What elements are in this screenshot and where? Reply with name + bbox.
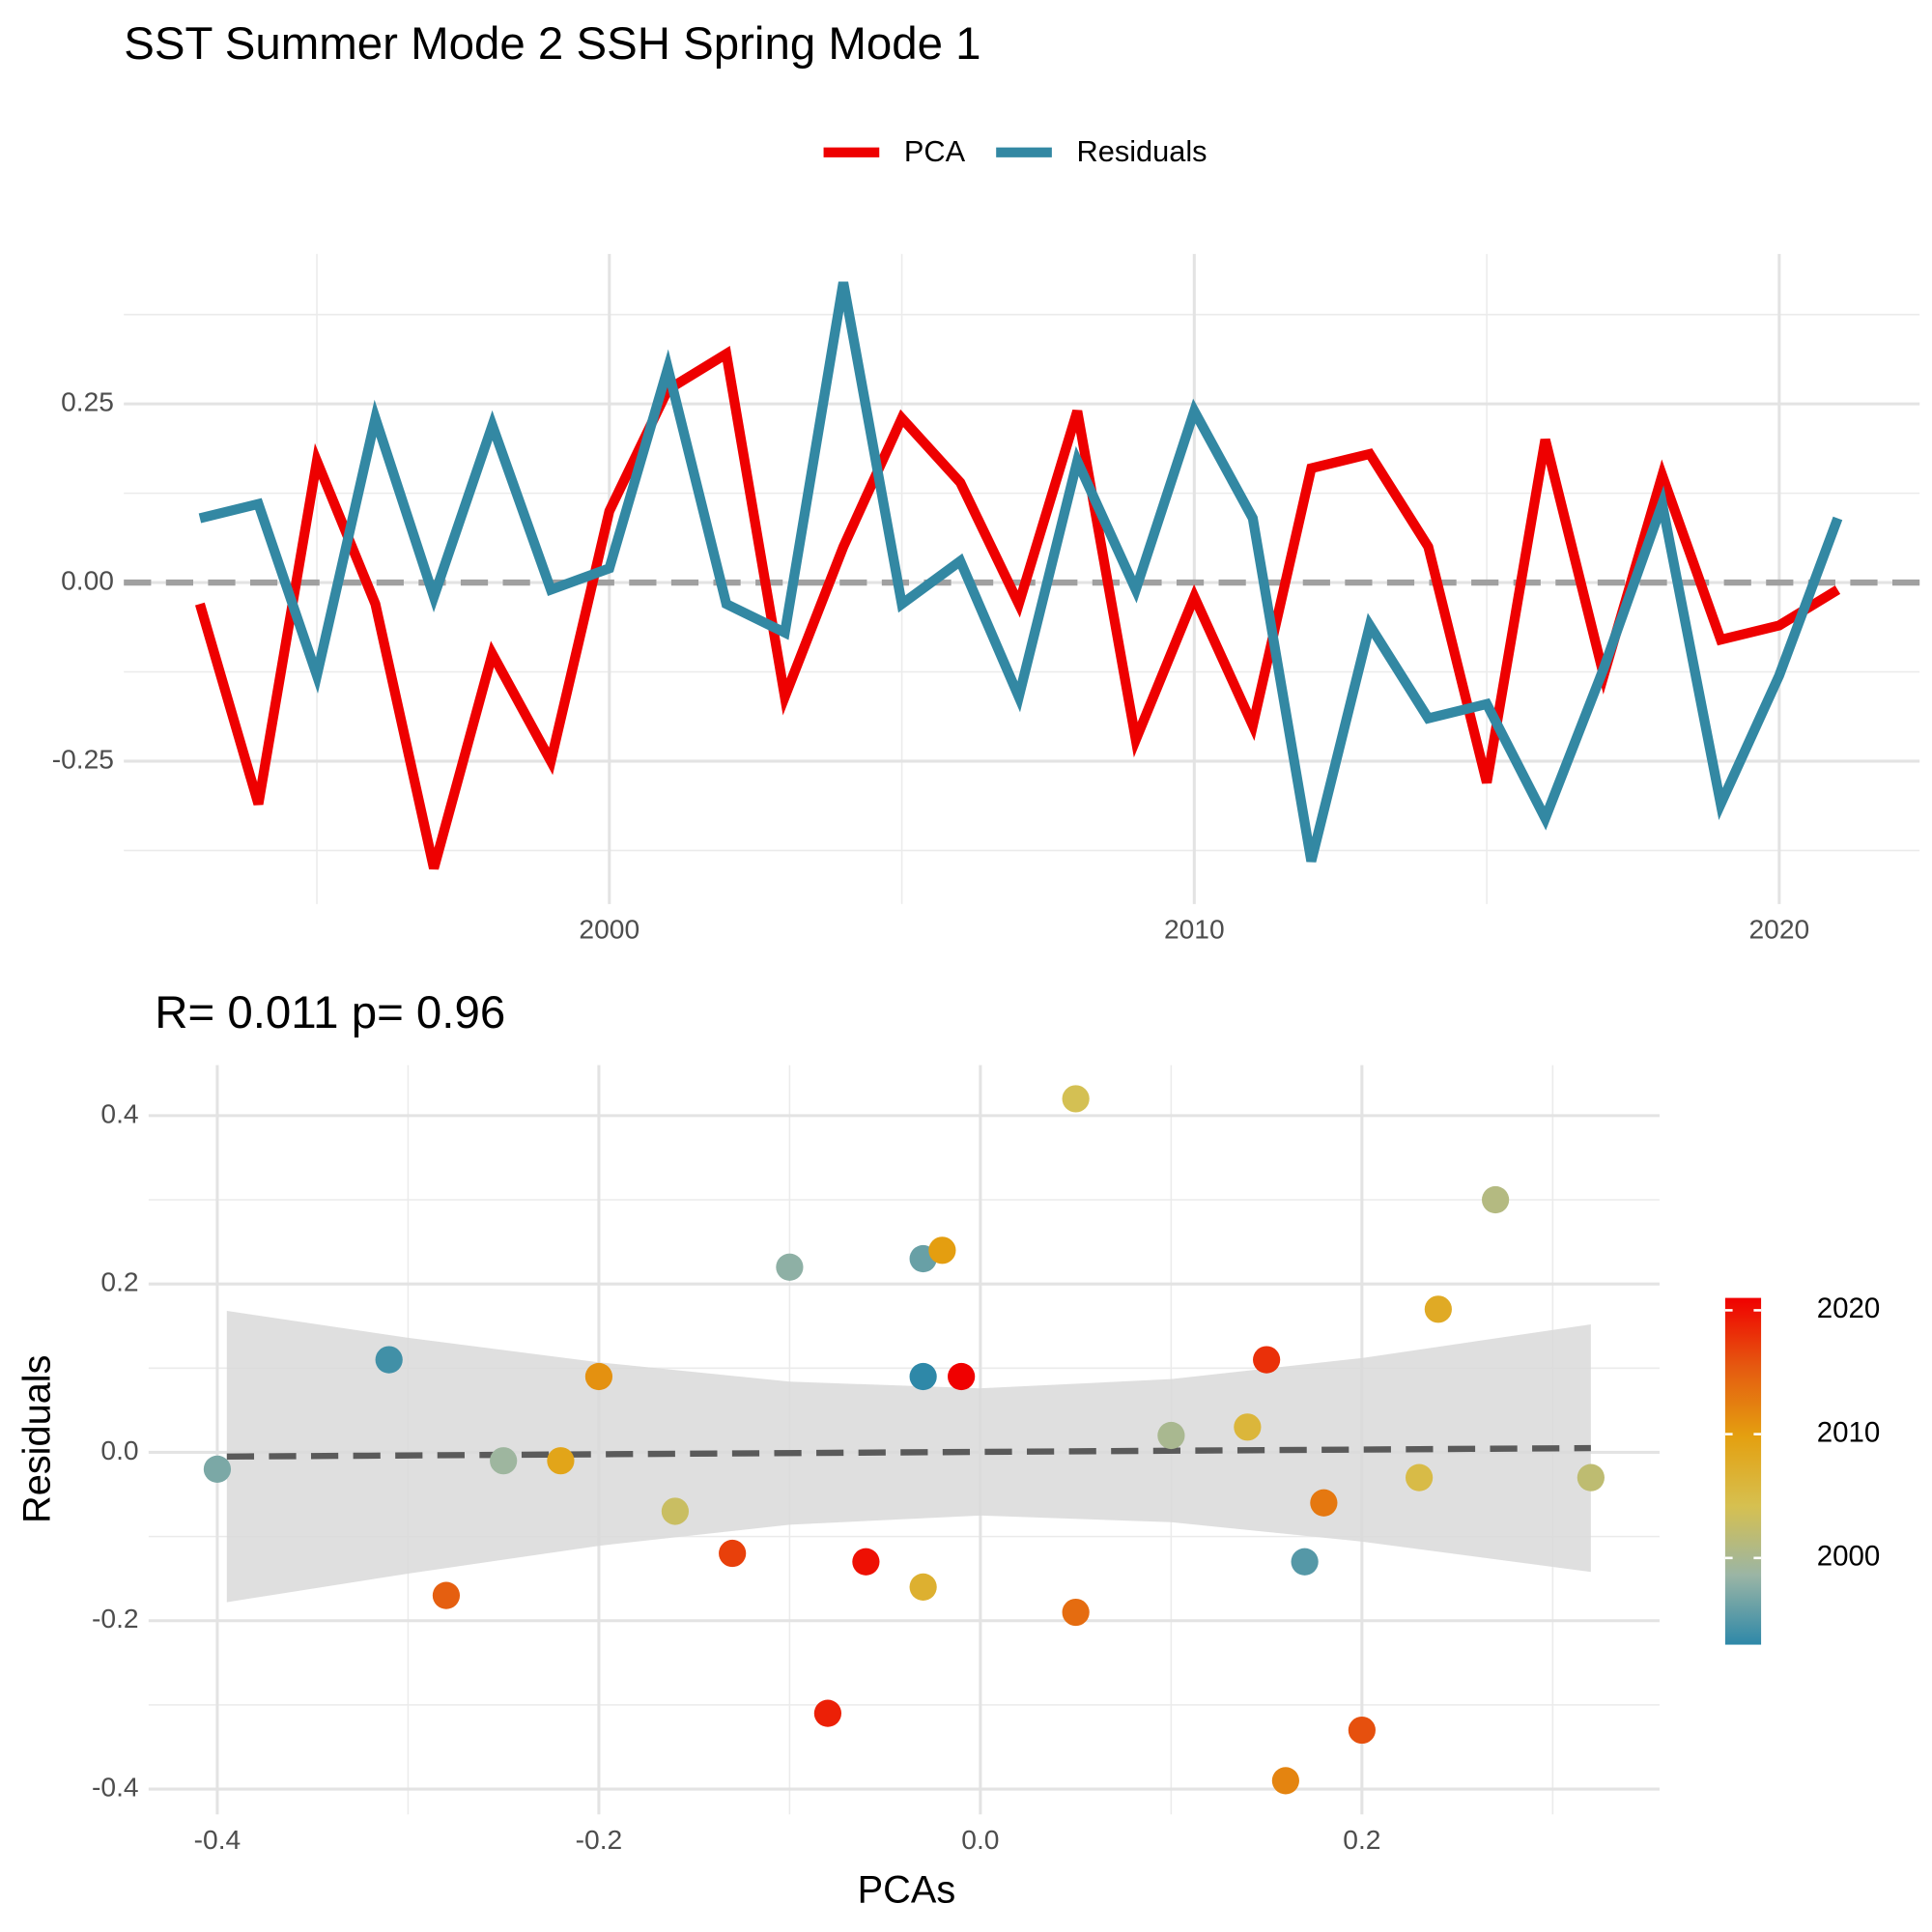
- scatter-point: [1062, 1598, 1090, 1627]
- scatter-point: [909, 1362, 937, 1391]
- y-tick-label: 0.2: [100, 1266, 138, 1297]
- scatter-point: [813, 1699, 842, 1727]
- colorbar: [1724, 1297, 1762, 1645]
- scatter-point: [852, 1548, 880, 1576]
- scatter-point: [1271, 1767, 1299, 1795]
- scatter-point: [661, 1497, 690, 1525]
- y-axis-title: Residuals: [16, 1355, 59, 1523]
- colorbar-label: 2010: [1817, 1416, 1881, 1448]
- y-tick-label: 0.4: [100, 1097, 138, 1128]
- scatter-point: [203, 1455, 232, 1483]
- y-tick-label: -0.2: [92, 1603, 139, 1634]
- scatter-point: [1253, 1346, 1281, 1374]
- data-line: [195, 346, 1841, 870]
- scatter-point: [1482, 1185, 1510, 1214]
- y-tick-label: 0.00: [61, 565, 114, 596]
- y-tick-label: 0.0: [100, 1435, 138, 1465]
- x-tick-label: 2000: [579, 914, 639, 945]
- scatter-point: [719, 1539, 747, 1568]
- scatter-point: [547, 1447, 575, 1475]
- colorbar-label: 2000: [1817, 1541, 1881, 1573]
- y-tick-label: -0.25: [52, 743, 114, 774]
- scatter-point: [1291, 1548, 1319, 1576]
- x-tick-label: 2020: [1748, 914, 1809, 945]
- colorbar-label: 2020: [1817, 1293, 1881, 1324]
- x-tick-label: -0.2: [576, 1824, 623, 1855]
- scatter-point: [1348, 1716, 1376, 1745]
- scatter-point: [432, 1581, 461, 1609]
- confidence-band: [226, 1311, 1591, 1603]
- scatter-point: [928, 1236, 956, 1264]
- fit-line: [226, 1444, 1591, 1461]
- y-tick-label: 0.25: [61, 386, 114, 417]
- x-axis-title: PCAs: [858, 1868, 956, 1911]
- scatter-point: [375, 1346, 403, 1374]
- legend-label: PCA: [904, 134, 966, 168]
- scatter-point: [1157, 1421, 1185, 1450]
- scatter-point: [1062, 1085, 1090, 1113]
- scatter-point: [1234, 1413, 1262, 1441]
- x-tick-label: 0.0: [961, 1824, 999, 1855]
- y-tick-label: -0.4: [92, 1772, 139, 1803]
- scatter-point: [1424, 1295, 1452, 1323]
- scatter-point: [1406, 1463, 1434, 1492]
- scatter-point: [584, 1362, 613, 1391]
- scatter-point: [776, 1253, 804, 1281]
- scatter-point: [948, 1362, 976, 1391]
- legend-label: Residuals: [1077, 134, 1208, 168]
- scatter-point: [490, 1447, 518, 1475]
- x-tick-label: -0.4: [194, 1824, 242, 1855]
- data-line: [198, 281, 1843, 863]
- x-tick-label: 0.2: [1343, 1824, 1380, 1855]
- x-tick-label: 2010: [1164, 914, 1225, 945]
- scatter-title: R= 0.011 p= 0.96: [155, 987, 505, 1038]
- scatter-point: [1310, 1489, 1338, 1517]
- scatter-point: [909, 1573, 937, 1602]
- scatter-point: [1577, 1463, 1605, 1492]
- chart-title: SST Summer Mode 2 SSH Spring Mode 1: [124, 18, 980, 70]
